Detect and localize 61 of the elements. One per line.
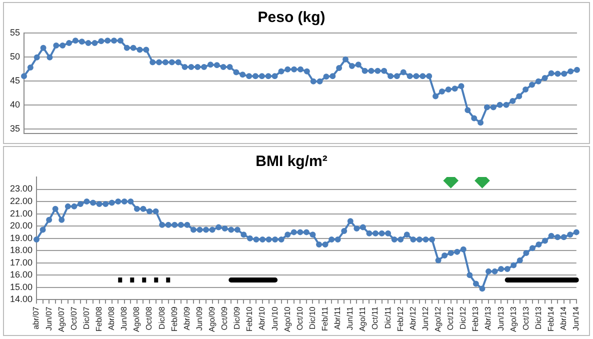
x-tick-label: Feb/14 <box>546 306 556 332</box>
x-tick-label: Oct/13 <box>521 306 530 330</box>
chart-title: BMI kg/m² <box>256 153 328 170</box>
x-tick-label: Feb/11 <box>320 306 330 331</box>
chart-title: Peso (kg) <box>258 9 326 26</box>
x-tick-label: Jun/13 <box>496 306 506 331</box>
x-tick-label: Feb/09 <box>170 306 179 332</box>
y-tick-label: 17.00 <box>10 257 33 268</box>
x-tick-label: Jun/08 <box>120 306 129 331</box>
x-tick-label: Jun/14 <box>572 306 581 331</box>
x-tick-label: Feb/12 <box>396 306 405 332</box>
y-tick-label: 55 <box>10 27 20 38</box>
x-tick-label: Feb/08 <box>94 306 104 332</box>
y-tick-label: 16.00 <box>10 270 33 280</box>
x-tick-label: Abr/09 <box>182 306 192 330</box>
x-tick-label: Ago/07 <box>56 306 66 332</box>
x-tick-label: Abr/08 <box>107 306 116 330</box>
x-tick-label: Oct/12 <box>446 306 456 330</box>
x-tick-label: Oct/11 <box>370 306 380 330</box>
x-tick-label: abr/07 <box>32 306 41 330</box>
x-tick-label: Ago/11 <box>358 306 368 332</box>
x-tick-label: Jun/12 <box>420 306 430 331</box>
y-tick-label: 15.00 <box>10 282 33 292</box>
x-tick-label: Dic/13 <box>534 306 543 330</box>
x-tick-label: Abr/10 <box>258 306 267 330</box>
x-tick-label: Jun/07 <box>44 306 54 331</box>
y-tick-label: 50 <box>10 51 20 62</box>
x-tick-label: Feb/13 <box>471 306 480 332</box>
x-tick-label: Ago/08 <box>132 306 142 332</box>
x-tick-label: Ago/12 <box>433 306 442 332</box>
y-tick-label: 14.00 <box>10 294 33 304</box>
y-tick-label: 40 <box>10 99 20 110</box>
y-tick-label: 22.00 <box>10 196 33 206</box>
x-tick-label: Oct/09 <box>220 306 230 330</box>
x-tick-label: Oct/10 <box>295 306 304 330</box>
y-tick-label: 18.00 <box>10 245 33 256</box>
x-tick-label: Abr/13 <box>484 306 493 330</box>
x-tick-label: Oct/08 <box>144 306 154 330</box>
x-tick-label: Jun/11 <box>346 306 355 330</box>
x-tick-label: Dic/08 <box>157 306 166 330</box>
x-tick-label: Feb/10 <box>245 306 254 332</box>
x-tick-label: Dic/12 <box>458 306 468 330</box>
x-tick-label: Jun/09 <box>194 306 204 331</box>
x-tick-label: Dic/11 <box>383 306 392 329</box>
x-tick-label: Ago/09 <box>208 306 216 332</box>
x-tick-label: Ago/13 <box>508 306 518 332</box>
y-tick-label: 45 <box>10 75 20 86</box>
y-tick-label: 21.00 <box>10 208 33 218</box>
x-tick-label: Abr/14 <box>559 306 568 330</box>
y-tick-label: 35 <box>10 123 20 134</box>
x-tick-label: Jun/10 <box>270 306 280 331</box>
x-tick-label: Dic/09 <box>232 306 242 330</box>
x-tick-label: Abr/11 <box>333 306 342 330</box>
x-tick-label: Dic/07 <box>82 306 91 330</box>
x-tick-label: Oct/07 <box>69 306 78 330</box>
x-tick-label: Ago/10 <box>282 306 292 332</box>
y-tick-label: 19.00 <box>10 232 33 243</box>
x-tick-label: Abr/12 <box>408 306 418 330</box>
y-tick-label: 20.00 <box>10 220 33 231</box>
x-tick-label: Dic/10 <box>308 306 317 330</box>
y-tick-label: 23.00 <box>10 184 33 194</box>
